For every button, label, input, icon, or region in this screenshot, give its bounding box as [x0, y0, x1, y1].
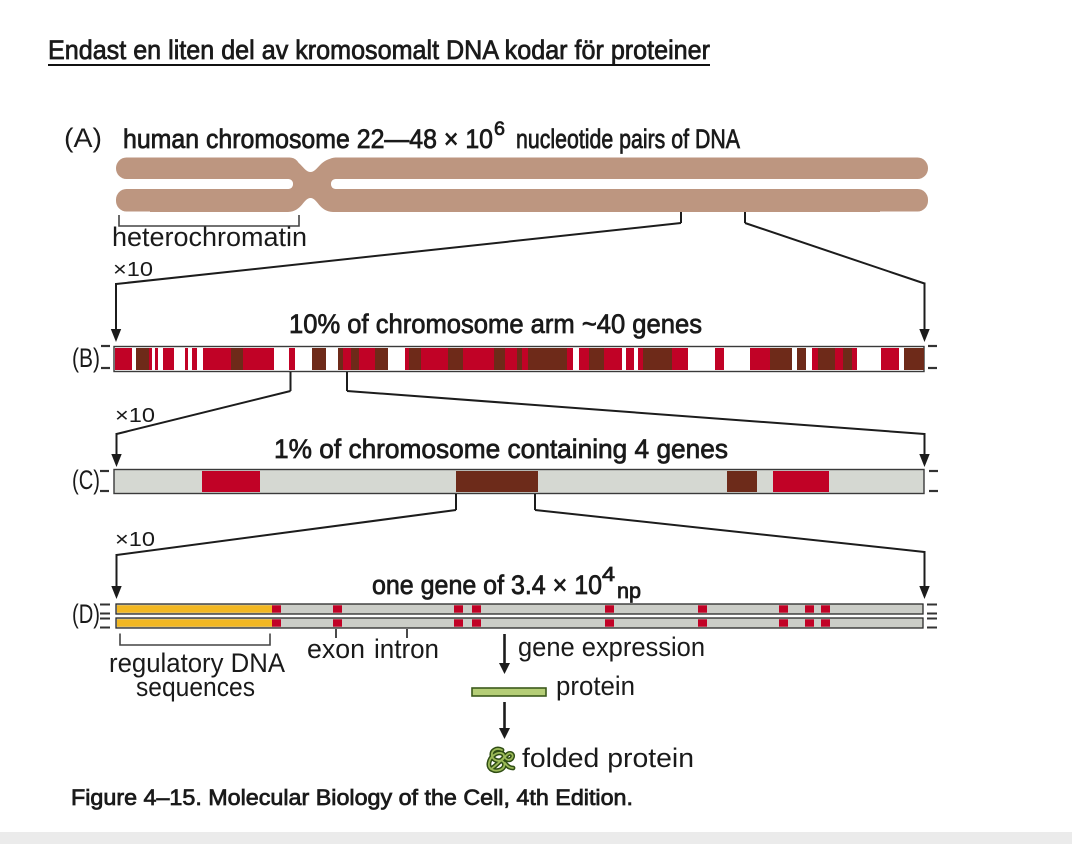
- svg-text:×10: ×10: [115, 405, 155, 427]
- svg-text:protein: protein: [556, 671, 635, 701]
- svg-text:one gene of 3.4 × 10: one gene of 3.4 × 10: [372, 570, 602, 600]
- svg-text:6: 6: [494, 119, 505, 140]
- svg-text:Endast en liten del av kromoso: Endast en liten del av kromosomalt DNA k…: [48, 35, 710, 65]
- svg-text:np: np: [617, 580, 641, 603]
- svg-text:(D): (D): [72, 599, 100, 629]
- svg-text:(C): (C): [72, 465, 100, 495]
- svg-text:heterochromatin: heterochromatin: [112, 222, 307, 252]
- svg-text:1% of chromosome containing 4: 1% of chromosome containing 4 genes: [274, 434, 728, 464]
- svg-text:regulatory DNA: regulatory DNA: [109, 648, 285, 678]
- svg-text:folded protein: folded protein: [522, 743, 694, 773]
- svg-text:sequences: sequences: [136, 672, 255, 702]
- svg-text:×10: ×10: [113, 259, 153, 281]
- svg-text:human chromosome 22—48 × 10: human chromosome 22—48 × 10: [123, 124, 493, 154]
- svg-text:intron: intron: [374, 634, 439, 664]
- svg-text:4: 4: [602, 564, 615, 586]
- svg-text:×10: ×10: [115, 529, 155, 551]
- svg-text:(B): (B): [72, 343, 100, 373]
- svg-text:10% of chromosome arm ~40 gene: 10% of chromosome arm ~40 genes: [289, 309, 702, 339]
- svg-text:gene expression: gene expression: [518, 632, 705, 662]
- svg-text:Figure 4–15. Molecular Biology: Figure 4–15. Molecular Biology of the Ce…: [71, 785, 633, 810]
- svg-text:exon: exon: [307, 634, 365, 664]
- svg-text:(A): (A): [64, 123, 102, 153]
- svg-text:nucleotide pairs of DNA: nucleotide pairs of DNA: [516, 124, 740, 154]
